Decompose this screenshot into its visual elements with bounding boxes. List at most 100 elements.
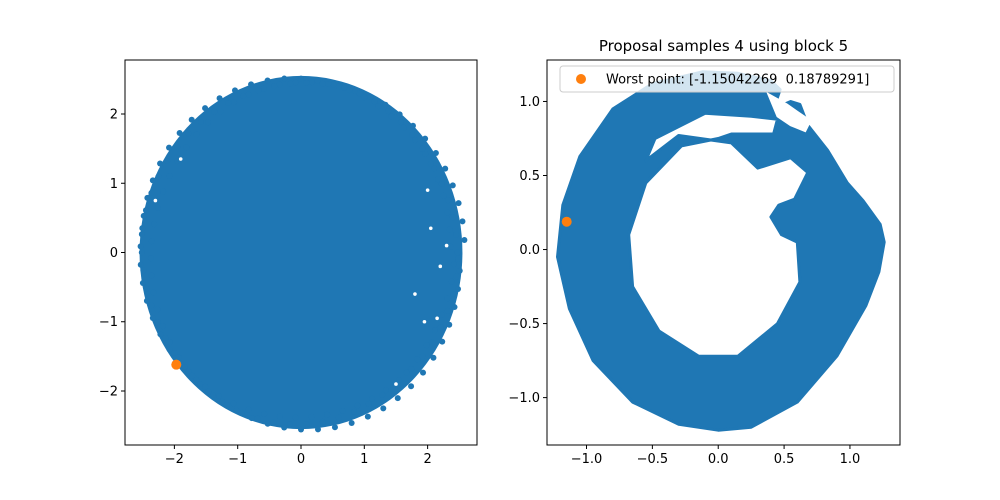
left-sample-point (144, 194, 151, 201)
left-sample-point (225, 100, 232, 107)
left-sample-point (271, 83, 278, 90)
left-sample-point (429, 339, 436, 346)
left-sample-point (335, 414, 342, 421)
left-sample-point (155, 173, 162, 180)
left-sample-point (185, 130, 192, 137)
left-sample-point (423, 342, 430, 349)
left-sample-point (281, 75, 288, 82)
left-sample-point (248, 415, 255, 422)
left-sample-point (193, 131, 200, 138)
left-sample-point (202, 383, 209, 390)
left-sample-point (174, 143, 181, 150)
left-y-tick-label: −2 (99, 384, 118, 399)
legend: Worst point: [-1.15042269 0.18789291] (559, 65, 895, 93)
left-sample-point (157, 160, 164, 167)
left-sample-point (385, 108, 392, 115)
left-sample-point (216, 95, 223, 102)
left-sample-point (341, 84, 348, 91)
left-sample-point (254, 415, 261, 422)
left-sample-point (174, 158, 181, 165)
left-sample-gap (178, 157, 183, 161)
left-sample-point (287, 80, 294, 87)
left-plot-marks (137, 75, 468, 433)
left-sample-point (245, 91, 252, 98)
left-sample-point (292, 79, 299, 86)
left-sample-point (248, 81, 255, 88)
left-y-tick-label: 0 (110, 246, 118, 261)
left-sample-point (365, 401, 372, 408)
left-sample-point (162, 335, 169, 342)
left-sample-point (440, 192, 447, 199)
left-sample-point (148, 238, 155, 245)
left-sample-point (314, 426, 321, 433)
left-sample-point (430, 354, 437, 361)
left-sample-gap (153, 198, 158, 203)
left-x-tick-label: −1 (228, 452, 247, 467)
left-sample-point (231, 87, 238, 94)
left-sample-point (455, 255, 462, 262)
left-sample-point (414, 356, 421, 363)
left-sample-point (166, 173, 173, 180)
left-sample-point (434, 176, 441, 183)
right-panel: Proposal samples 4 using block 5 −1.0 −0.… (508, 37, 901, 467)
left-sample-point (408, 383, 415, 390)
left-sample-point (245, 406, 252, 413)
left-sample-gap (444, 243, 449, 248)
left-sample-point (422, 150, 429, 157)
left-sample-point (149, 315, 156, 322)
left-sample-point (396, 377, 403, 384)
right-ring-gap (766, 91, 812, 133)
left-sample-point (356, 90, 363, 97)
left-sample-point (382, 387, 389, 394)
left-sample-point (397, 119, 404, 126)
right-plot-marks (556, 70, 886, 432)
left-sample-point (183, 144, 190, 151)
left-sample-point (455, 286, 462, 293)
left-sample-point (419, 145, 426, 152)
left-sample-point (281, 424, 288, 431)
left-sample-point (137, 243, 144, 250)
left-sample-point (264, 420, 271, 427)
left-sample-gap (422, 319, 427, 324)
left-sample-point (438, 311, 445, 318)
left-sample-point (308, 79, 315, 86)
left-panel: −2 −1 0 1 2 −2 −1 0 1 2 (99, 59, 478, 467)
left-sample-point (149, 177, 156, 184)
left-sample-point (446, 226, 453, 233)
left-sample-point (394, 395, 401, 402)
left-sample-point (444, 307, 451, 314)
left-sample-gap (428, 226, 433, 231)
left-sample-point (166, 346, 173, 353)
left-sample-point (348, 419, 355, 426)
left-sample-point (240, 92, 247, 99)
left-sample-gap (413, 292, 417, 296)
left-sample-point (451, 304, 458, 311)
right-axis-ticks: −1.0 −0.5 0.0 0.5 1.0 −1.0 −0.5 0.0 0.5 1.0 (508, 95, 860, 467)
left-y-tick-label: 2 (110, 108, 118, 123)
left-sample-point (154, 204, 161, 211)
left-sample-point (335, 83, 342, 90)
legend-label: Worst point: [-1.15042269 0.18789291] (606, 73, 869, 88)
right-x-tick-label: −0.5 (637, 452, 669, 467)
left-sample-point (150, 289, 157, 296)
left-sample-point (154, 306, 161, 313)
left-sample-point (331, 424, 338, 431)
left-sample-point (438, 180, 445, 187)
left-sample-point (403, 369, 410, 376)
right-chart-title: Proposal samples 4 using block 5 (599, 37, 848, 55)
left-sample-point (197, 381, 204, 388)
left-sample-point (197, 119, 204, 126)
left-sample-point (431, 165, 438, 172)
legend-marker (576, 74, 586, 84)
left-sample-point (450, 261, 457, 268)
left-sample-point (219, 398, 226, 405)
left-sample-point (264, 77, 271, 84)
left-sample-point (260, 85, 267, 92)
left-sample-point (276, 81, 283, 88)
left-sample-point (287, 421, 294, 428)
left-sample-point (408, 365, 415, 372)
right-x-tick-label: −1.0 (571, 452, 603, 467)
left-sample-cloud (139, 75, 463, 430)
left-sample-point (211, 108, 218, 115)
left-sample-point (139, 279, 146, 286)
